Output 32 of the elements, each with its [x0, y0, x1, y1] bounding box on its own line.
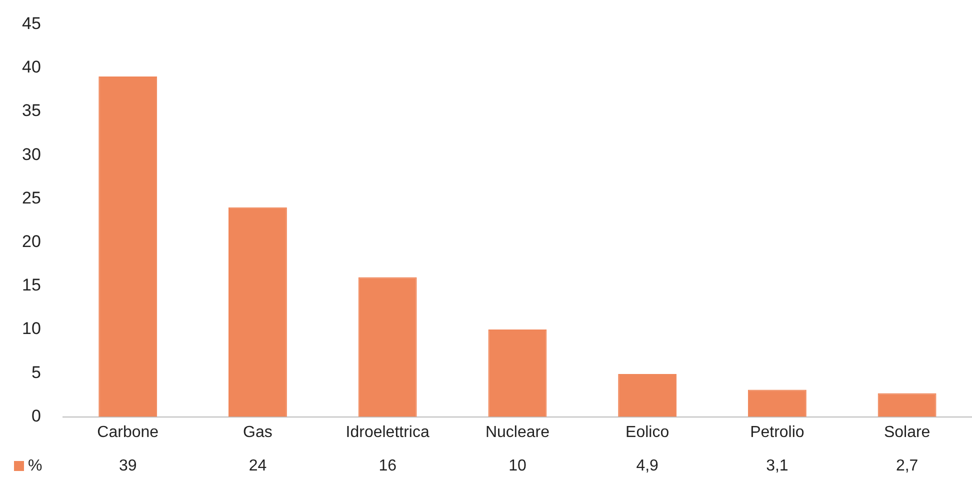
x-tick-label: Solare — [884, 424, 930, 441]
x-tick-label: Carbone — [97, 424, 159, 441]
x-tick-label: Petrolio — [750, 424, 804, 441]
data-label: 16 — [378, 457, 397, 474]
bar — [98, 76, 158, 417]
y-tick-label: 35 — [22, 101, 41, 120]
data-label: 4,9 — [636, 457, 659, 474]
x-tick-label: Nucleare — [485, 424, 550, 441]
data-label: 24 — [248, 457, 267, 474]
bar — [358, 277, 417, 417]
bar — [228, 207, 287, 417]
y-tick-label: 20 — [22, 232, 41, 251]
legend-label: % — [28, 457, 42, 474]
y-tick-label: 0 — [31, 406, 41, 426]
bar — [878, 393, 936, 417]
y-tick-label: 5 — [31, 362, 41, 382]
bar — [488, 330, 547, 417]
data-label: 2,7 — [896, 457, 918, 474]
data-label: 3,1 — [766, 457, 788, 474]
x-tick-label: Eolico — [626, 424, 670, 441]
x-tick-label: Gas — [243, 424, 272, 441]
bar — [748, 390, 806, 417]
data-label: 39 — [118, 457, 137, 474]
bar — [618, 374, 677, 417]
y-tick-label: 45 — [22, 14, 41, 33]
y-tick-label: 25 — [22, 188, 41, 208]
y-tick-label: 40 — [22, 58, 41, 77]
y-tick-label: 10 — [22, 319, 41, 338]
y-tick-label: 30 — [22, 144, 41, 164]
data-label: 10 — [508, 457, 526, 474]
y-tick-label: 15 — [22, 276, 41, 295]
x-tick-label: Idroelettrica — [346, 424, 430, 441]
